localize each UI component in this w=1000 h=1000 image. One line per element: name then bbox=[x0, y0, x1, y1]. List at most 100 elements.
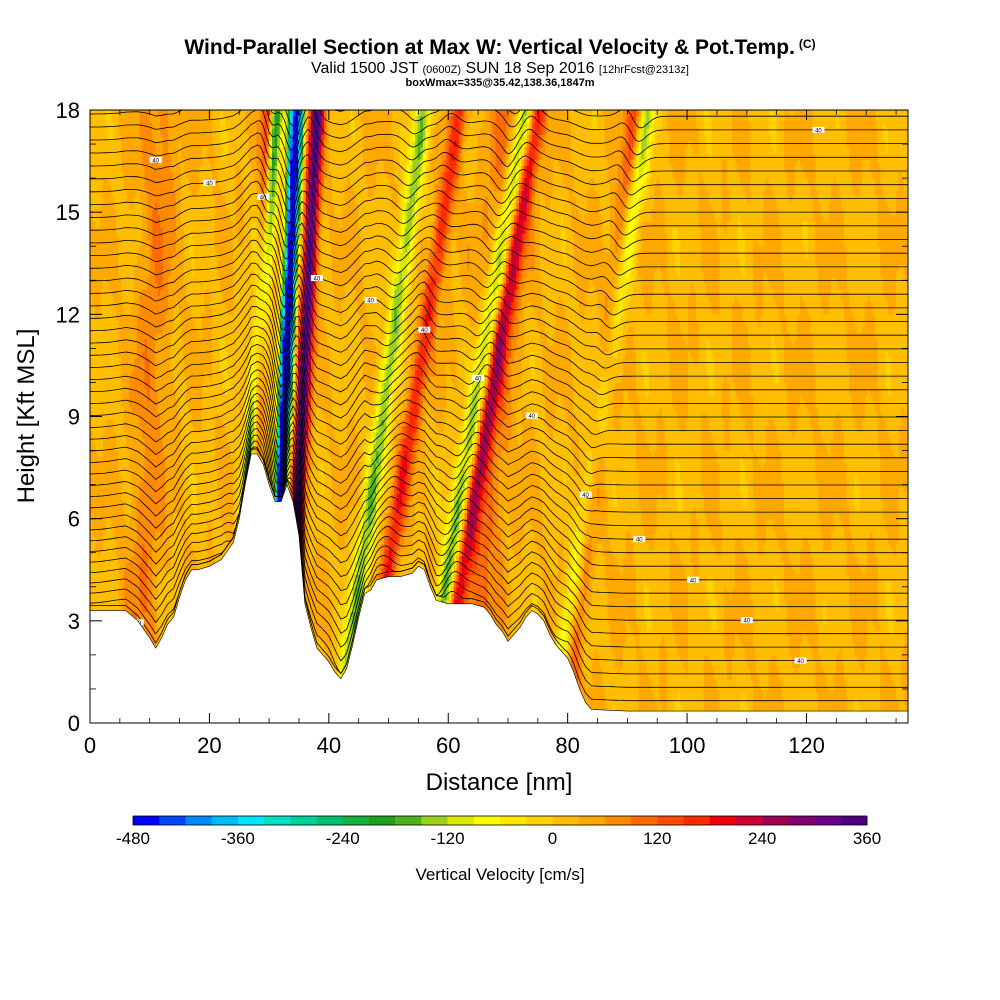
velocity-cell bbox=[197, 277, 200, 284]
velocity-cell bbox=[168, 259, 171, 266]
velocity-cell bbox=[199, 209, 202, 216]
velocity-cell bbox=[121, 414, 124, 421]
velocity-cell bbox=[155, 172, 158, 179]
velocity-cell bbox=[103, 246, 106, 253]
velocity-cell bbox=[199, 122, 202, 129]
velocity-cell bbox=[134, 333, 137, 340]
velocity-cell bbox=[204, 432, 207, 439]
velocity-cell bbox=[181, 420, 184, 427]
velocity-cell bbox=[111, 594, 114, 601]
velocity-cell bbox=[186, 178, 189, 185]
velocity-cell bbox=[150, 364, 153, 371]
velocity-cell bbox=[100, 575, 103, 582]
velocity-cell bbox=[106, 160, 109, 167]
velocity-cell bbox=[106, 408, 109, 415]
velocity-cell bbox=[95, 532, 98, 539]
velocity-cell bbox=[134, 315, 137, 322]
velocity-cell bbox=[98, 439, 101, 446]
velocity-cell bbox=[152, 339, 155, 346]
velocity-cell bbox=[103, 488, 106, 495]
velocity-cell bbox=[103, 209, 106, 216]
velocity-cell bbox=[210, 364, 213, 371]
velocity-cell bbox=[165, 141, 168, 148]
velocity-cell bbox=[178, 364, 181, 371]
velocity-cell bbox=[191, 153, 194, 160]
velocity-cell bbox=[150, 141, 153, 148]
velocity-cell bbox=[178, 315, 181, 322]
velocity-cell bbox=[152, 302, 155, 309]
velocity-cell bbox=[100, 432, 103, 439]
velocity-cell bbox=[152, 265, 155, 272]
velocity-cell bbox=[103, 439, 106, 446]
velocity-cell bbox=[139, 110, 142, 117]
velocity-cell bbox=[160, 389, 163, 396]
velocity-cell bbox=[106, 575, 109, 582]
velocity-cell bbox=[217, 352, 220, 359]
velocity-cell bbox=[207, 519, 210, 526]
velocity-cell bbox=[145, 389, 148, 396]
velocity-cell bbox=[129, 129, 132, 136]
velocity-cell bbox=[204, 277, 207, 284]
velocity-cell bbox=[202, 463, 205, 470]
velocity-cell bbox=[194, 160, 197, 167]
velocity-cell bbox=[137, 395, 140, 402]
velocity-cell bbox=[129, 476, 132, 483]
velocity-cell bbox=[111, 166, 114, 173]
velocity-cell bbox=[165, 414, 168, 421]
velocity-cell bbox=[217, 339, 220, 346]
velocity-cell bbox=[186, 321, 189, 328]
velocity-cell bbox=[124, 296, 127, 303]
velocity-cell bbox=[160, 364, 163, 371]
velocity-cell bbox=[217, 265, 220, 272]
velocity-cell bbox=[207, 426, 210, 433]
velocity-cell bbox=[121, 507, 124, 514]
velocity-cell bbox=[139, 141, 142, 148]
velocity-cell bbox=[155, 600, 158, 607]
velocity-cell bbox=[147, 271, 150, 278]
velocity-cell bbox=[103, 364, 106, 371]
velocity-cell bbox=[155, 333, 158, 340]
velocity-cell bbox=[145, 184, 148, 191]
velocity-cell bbox=[171, 358, 174, 365]
velocity-cell bbox=[95, 451, 98, 458]
velocity-cell bbox=[207, 389, 210, 396]
velocity-cell bbox=[121, 488, 124, 495]
velocity-cell bbox=[119, 451, 122, 458]
velocity-cell bbox=[98, 414, 101, 421]
velocity-cell bbox=[93, 420, 96, 427]
velocity-cell bbox=[116, 222, 119, 229]
velocity-cell bbox=[108, 153, 111, 160]
velocity-cell bbox=[126, 439, 129, 446]
velocity-cell bbox=[119, 271, 122, 278]
velocity-cell bbox=[119, 116, 122, 123]
velocity-cell bbox=[168, 197, 171, 204]
velocity-cell bbox=[137, 358, 140, 365]
velocity-cell bbox=[197, 160, 200, 167]
velocity-cell bbox=[210, 271, 213, 278]
velocity-cell bbox=[176, 178, 179, 185]
velocity-cell bbox=[108, 594, 111, 601]
velocity-cell bbox=[168, 321, 171, 328]
velocity-cell bbox=[116, 178, 119, 185]
velocity-cell bbox=[207, 191, 210, 198]
velocity-cell bbox=[124, 587, 127, 594]
velocity-cell bbox=[126, 457, 129, 464]
velocity-cell bbox=[108, 358, 111, 365]
velocity-cell bbox=[116, 166, 119, 173]
velocity-cell bbox=[139, 321, 142, 328]
velocity-cell bbox=[113, 414, 116, 421]
velocity-cell bbox=[103, 587, 106, 594]
velocity-cell bbox=[121, 259, 124, 266]
velocity-cell bbox=[202, 116, 205, 123]
velocity-cell bbox=[171, 172, 174, 179]
velocity-cell bbox=[116, 327, 119, 334]
velocity-cell bbox=[113, 253, 116, 260]
velocity-cell bbox=[212, 215, 215, 222]
velocity-cell bbox=[191, 197, 194, 204]
velocity-cell bbox=[106, 364, 109, 371]
velocity-cell bbox=[147, 246, 150, 253]
velocity-cell bbox=[168, 160, 171, 167]
velocity-cell bbox=[132, 296, 135, 303]
velocity-cell bbox=[184, 253, 187, 260]
velocity-cell bbox=[129, 451, 132, 458]
